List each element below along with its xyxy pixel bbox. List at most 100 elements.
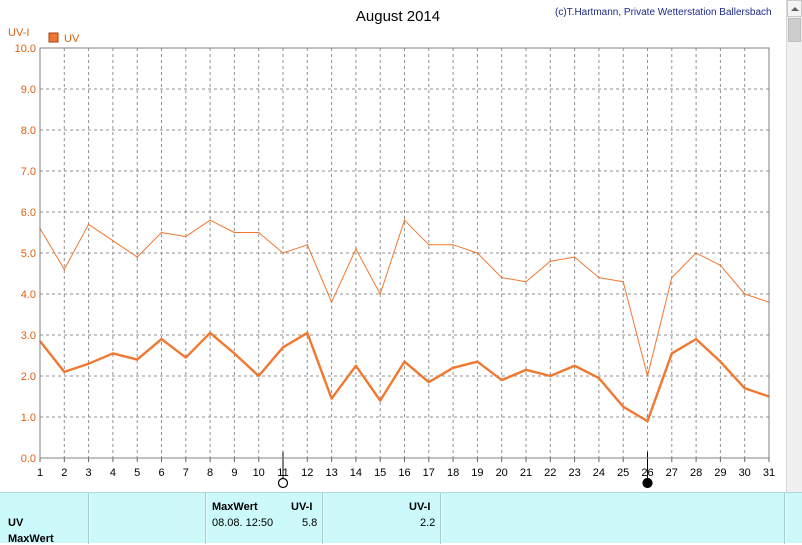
data-point xyxy=(598,276,600,279)
data-point xyxy=(646,375,649,377)
data-point xyxy=(476,252,479,254)
x-tick-label: 12 xyxy=(301,467,313,479)
average-value: 2.2 xyxy=(420,517,436,529)
data-point xyxy=(719,360,722,363)
data-point xyxy=(500,379,503,381)
chevron-up-icon xyxy=(790,6,799,11)
data-point xyxy=(428,244,430,246)
uv-line-chart: August 2014 (c)T.Hartmann, Private Wette… xyxy=(8,7,775,489)
x-tick-label: 3 xyxy=(86,467,92,479)
data-point xyxy=(185,235,187,238)
data-point xyxy=(185,356,187,359)
x-tick-label: 5 xyxy=(134,467,140,479)
column-divider xyxy=(322,493,324,544)
x-tick-label: 16 xyxy=(398,467,410,479)
x-tick-label: 20 xyxy=(496,467,508,479)
y-tick-label: 9.0 xyxy=(21,84,36,96)
data-point xyxy=(257,375,260,377)
x-tick-label: 1 xyxy=(37,467,43,479)
y-tick-label: 3.0 xyxy=(21,330,36,342)
full-moon-icon xyxy=(277,477,289,489)
average-unit-header: UV-I xyxy=(409,501,431,513)
scrollbar-thumb[interactable] xyxy=(788,18,801,42)
data-point xyxy=(671,352,673,355)
new-moon-icon xyxy=(642,477,653,489)
x-tick-label: 18 xyxy=(447,467,459,479)
data-point xyxy=(646,420,649,422)
data-point xyxy=(403,360,406,363)
y-tick-label: 0.0 xyxy=(21,453,36,465)
data-point xyxy=(87,223,90,226)
grid-lines xyxy=(40,48,769,458)
x-tick-label: 7 xyxy=(183,467,189,479)
x-tick-label: 15 xyxy=(374,467,386,479)
data-point xyxy=(379,293,382,295)
data-point xyxy=(355,248,357,250)
y-tick-labels: 0.0 1.0 2.0 3.0 4.0 5.0 6.0 7.0 8.0 9.0 10.0 xyxy=(15,43,36,465)
chart-title: August 2014 xyxy=(356,8,440,25)
x-tick-label: 22 xyxy=(544,467,556,479)
y-tick-label: 6.0 xyxy=(21,207,36,219)
data-point xyxy=(476,360,479,363)
data-point xyxy=(257,231,260,234)
x-tick-label: 25 xyxy=(617,467,629,479)
y-tick-label: 7.0 xyxy=(21,166,36,178)
x-tick-label: 13 xyxy=(325,467,337,479)
x-tick-labels: 1 2 3 4 5 6 7 8 9 10 11 12 13 14 15 16 17 18 19 20 21 22 23 24 2… xyxy=(37,458,775,479)
x-tick-label: 30 xyxy=(739,467,751,479)
data-point xyxy=(233,352,236,355)
x-tick-label: 8 xyxy=(207,467,213,479)
data-point xyxy=(695,338,697,340)
legend-label-uv: UV xyxy=(64,33,80,45)
vertical-scrollbar[interactable] xyxy=(786,0,802,492)
y-tick-label: 8.0 xyxy=(21,125,36,137)
y-axis-label: UV-I xyxy=(8,27,29,39)
column-divider xyxy=(440,493,442,544)
data-point xyxy=(695,252,697,254)
x-tick-label: 17 xyxy=(423,467,435,479)
data-point xyxy=(136,256,138,258)
data-point xyxy=(282,252,284,254)
data-point xyxy=(452,244,454,246)
x-tick-label: 24 xyxy=(593,467,605,479)
data-point xyxy=(500,276,503,279)
data-point xyxy=(598,377,600,379)
data-point xyxy=(209,219,211,221)
data-point xyxy=(306,332,309,334)
x-tick-label: 9 xyxy=(231,467,237,479)
y-tick-label: 10.0 xyxy=(15,43,36,55)
x-tick-label: 31 xyxy=(763,467,775,479)
data-point xyxy=(209,332,211,334)
legend-swatch xyxy=(48,32,59,43)
data-point xyxy=(160,231,163,234)
plot-frame xyxy=(39,47,770,459)
column-divider xyxy=(205,493,207,544)
data-point xyxy=(622,280,624,283)
data-point xyxy=(573,364,576,367)
unit-header: UV-I xyxy=(291,501,313,513)
max-datetime: 08.08. 12:50 xyxy=(212,517,274,529)
data-point xyxy=(719,264,722,267)
data-point xyxy=(525,280,527,283)
y-tick-label: 5.0 xyxy=(21,248,36,260)
x-tick-label: 4 xyxy=(110,467,116,479)
scroll-up-button[interactable] xyxy=(787,0,802,17)
data-point xyxy=(282,346,284,349)
data-point xyxy=(233,231,236,234)
row-label-uv: UV xyxy=(8,517,24,529)
x-tick-label: 14 xyxy=(350,467,362,479)
data-point xyxy=(112,352,114,355)
maxwert-header: MaxWert xyxy=(212,501,258,513)
data-point xyxy=(403,219,406,221)
data-point xyxy=(330,301,333,304)
y-tick-label: 1.0 xyxy=(21,412,36,424)
data-point xyxy=(160,338,163,340)
data-point xyxy=(330,397,333,400)
data-point xyxy=(112,239,114,242)
column-divider xyxy=(784,493,786,544)
x-tick-label: 28 xyxy=(690,467,702,479)
x-tick-label: 19 xyxy=(471,467,483,479)
x-tick-label: 2 xyxy=(61,467,67,479)
data-point xyxy=(428,381,430,383)
max-value: 5.8 xyxy=(302,517,318,529)
